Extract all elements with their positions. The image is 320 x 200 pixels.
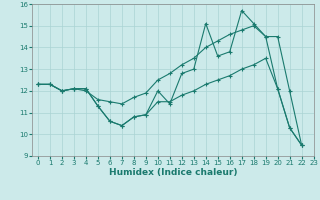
X-axis label: Humidex (Indice chaleur): Humidex (Indice chaleur) [108, 168, 237, 177]
